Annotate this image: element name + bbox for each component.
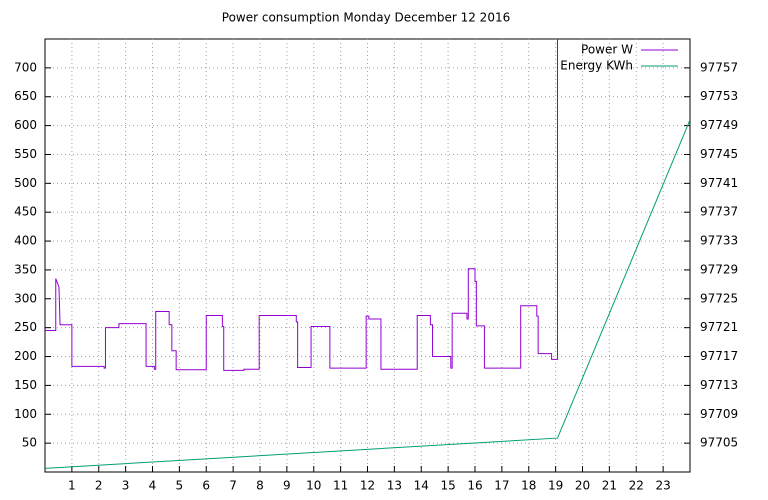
x-tick-label: 18	[521, 479, 536, 493]
x-tick-label: 7	[229, 479, 237, 493]
y2-tick-label: 97725	[700, 291, 738, 305]
y2-tick-label: 97741	[700, 176, 738, 190]
x-tick-label: 17	[494, 479, 509, 493]
y2-tick-label: 97753	[700, 89, 738, 103]
x-tick-label: 3	[122, 479, 130, 493]
x-tick-label: 14	[414, 479, 429, 493]
legend-label: Energy KWh	[560, 59, 633, 73]
y-tick-label: 300	[14, 291, 37, 305]
y-tick-label: 250	[14, 320, 37, 334]
y-tick-label: 50	[22, 436, 37, 450]
y-tick-label: 450	[14, 205, 37, 219]
x-tick-label: 5	[176, 479, 184, 493]
legend-label: Power W	[581, 43, 633, 57]
y2-tick-label: 97749	[700, 118, 738, 132]
x-tick-label: 10	[306, 479, 321, 493]
chart-title: Power consumption Monday December 12 201…	[222, 11, 510, 25]
y-tick-label: 350	[14, 262, 37, 276]
y-tick-label: 650	[14, 89, 37, 103]
y-tick-label: 100	[14, 407, 37, 421]
data-line	[45, 119, 690, 469]
x-tick-label: 15	[440, 479, 455, 493]
x-tick-label: 8	[256, 479, 264, 493]
x-tick-label: 16	[467, 479, 482, 493]
x-tick-label: 23	[655, 479, 670, 493]
y-tick-label: 400	[14, 234, 37, 248]
y-tick-label: 600	[14, 118, 37, 132]
y2-tick-label: 97713	[700, 378, 738, 392]
y-tick-label: 700	[14, 60, 37, 74]
y2-tick-label: 97709	[700, 407, 738, 421]
x-tick-label: 6	[202, 479, 210, 493]
y2-tick-label: 97721	[700, 320, 738, 334]
data-line	[45, 39, 559, 371]
y-tick-label: 500	[14, 176, 37, 190]
x-tick-label: 2	[95, 479, 103, 493]
x-tick-label: 22	[629, 479, 644, 493]
y-tick-label: 550	[14, 147, 37, 161]
x-tick-label: 11	[333, 479, 348, 493]
x-tick-label: 1	[68, 479, 76, 493]
x-tick-label: 12	[360, 479, 375, 493]
y-tick-label: 200	[14, 349, 37, 363]
x-tick-label: 21	[602, 479, 617, 493]
x-tick-label: 20	[575, 479, 590, 493]
x-tick-label: 13	[387, 479, 402, 493]
y2-tick-label: 97757	[700, 60, 738, 74]
x-tick-label: 4	[149, 479, 157, 493]
x-tick-label: 19	[548, 479, 563, 493]
y2-tick-label: 97737	[700, 205, 738, 219]
y2-tick-label: 97705	[700, 436, 738, 450]
y2-tick-label: 97745	[700, 147, 738, 161]
y2-tick-label: 97733	[700, 234, 738, 248]
y2-tick-label: 97729	[700, 262, 738, 276]
y-tick-label: 150	[14, 378, 37, 392]
x-tick-label: 9	[283, 479, 291, 493]
y2-tick-label: 97717	[700, 349, 738, 363]
